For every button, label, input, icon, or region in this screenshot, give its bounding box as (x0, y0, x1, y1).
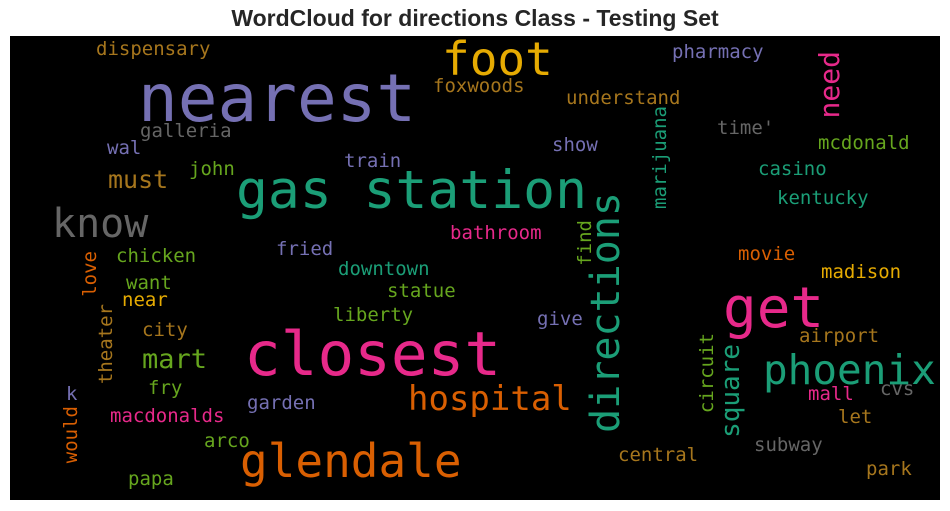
word-chicken: chicken (116, 245, 197, 267)
word-john: john (189, 158, 235, 180)
word-would: would (60, 406, 82, 464)
word-cloud: nearest foot gas station closest glendal… (10, 36, 940, 500)
word-fried: fried (276, 238, 334, 260)
word-foxwoods: foxwoods (433, 75, 525, 97)
word-garden: garden (247, 392, 316, 414)
word-find: find (574, 220, 596, 266)
word-closest: closest (244, 319, 502, 390)
word-near: near (122, 289, 168, 311)
word-circuit: circuit (696, 333, 718, 414)
word-train: train (344, 150, 402, 172)
word-subway: subway (754, 434, 823, 456)
word-know: know (52, 201, 149, 247)
word-want: want (126, 272, 172, 294)
word-k: k (66, 383, 78, 405)
word-hospital: hospital (408, 379, 572, 419)
word-gas-station: gas station (236, 160, 587, 221)
word-kentucky: kentucky (777, 187, 869, 209)
word-show: show (552, 134, 598, 156)
word-glendale: glendale (240, 434, 462, 488)
word-understand: understand (566, 87, 681, 109)
word-nearest: nearest (138, 60, 417, 137)
word-bathroom: bathroom (450, 222, 542, 244)
word-arco: arco (204, 430, 250, 452)
word-papa: papa (128, 468, 174, 490)
word-need: need (813, 51, 846, 119)
word-mcdonald: mcdonald (818, 132, 910, 154)
word-get: get (723, 276, 825, 341)
word-must: must (108, 165, 169, 194)
word-airport: airport (799, 325, 880, 347)
word-fry: fry (148, 377, 183, 399)
word-movie: movie (738, 243, 796, 265)
figure-title: WordCloud for directions Class - Testing… (231, 5, 719, 31)
word-madison: madison (821, 261, 902, 283)
word-love: love (79, 251, 101, 297)
word-downtown: downtown (338, 258, 430, 280)
word-theater: theater (95, 304, 117, 385)
word-central: central (618, 444, 699, 466)
word-galleria: galleria (140, 120, 232, 142)
word-marijuana: marijuana (649, 106, 671, 209)
word-pharmacy: pharmacy (672, 41, 764, 63)
word-cvs: cvs (880, 378, 915, 400)
word-park: park (866, 458, 912, 480)
word-city: city (142, 319, 188, 341)
word-dispensary: dispensary (96, 38, 211, 60)
word-square: square (716, 344, 746, 438)
word-statue: statue (387, 280, 456, 302)
word-casino: casino (758, 158, 827, 180)
word-macdonalds: macdonalds (110, 405, 225, 427)
word-let: let (838, 406, 873, 428)
word-time: time' (717, 117, 775, 139)
word-foot: foot (442, 36, 553, 86)
word-liberty: liberty (333, 304, 414, 326)
word-mart: mart (142, 344, 208, 375)
word-mall: mall (808, 383, 854, 405)
word-wal: wal (107, 137, 142, 159)
word-phoenix: phoenix (763, 346, 936, 394)
word-give: give (537, 308, 583, 330)
